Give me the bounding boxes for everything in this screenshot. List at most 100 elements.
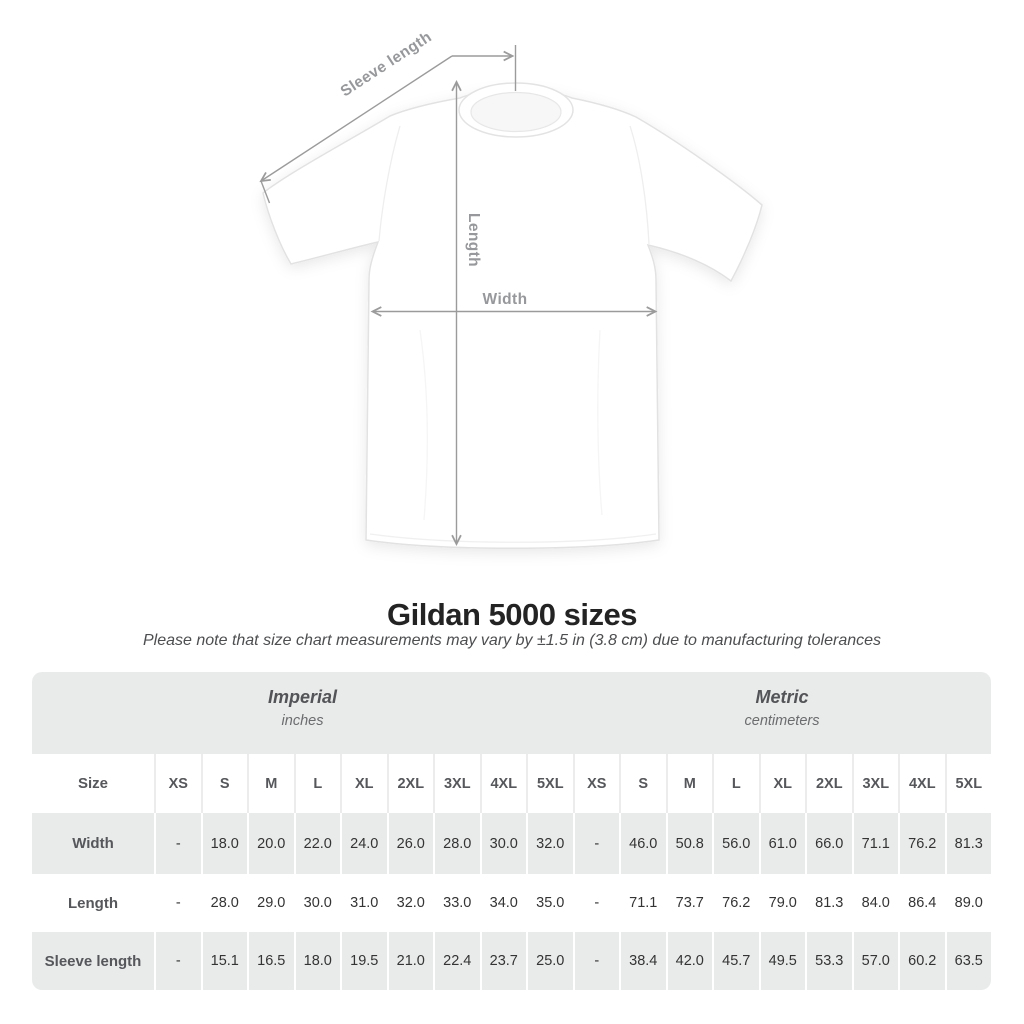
metric-value-cell: 49.5 xyxy=(758,932,806,990)
imperial-label: Imperial xyxy=(267,687,338,707)
tolerance-note: Please note that size chart measurements… xyxy=(142,632,882,649)
imperial-value-cell: 30.0 xyxy=(479,813,527,874)
unit-group-metric: Metric centimeters xyxy=(573,672,991,754)
imperial-value-cell: 16.5 xyxy=(247,932,294,990)
size-col-header-2xl: 2XL xyxy=(386,754,434,813)
dimension-lines xyxy=(261,45,656,544)
imperial-value-cell: 31.0 xyxy=(340,874,387,932)
size-table-body: Size XS S M L XL 2XL 3XL 4XL 5XL XS S M L XL 2XL 3XL 4XL 5… xyxy=(32,754,991,990)
size-col-header-m: M xyxy=(665,754,713,813)
imperial-unit-label: inches xyxy=(281,713,324,729)
metric-value-cell: 71.1 xyxy=(619,874,666,932)
unit-header-row: Imperial inches Metric centimeters xyxy=(32,672,991,754)
metric-value-cell: 86.4 xyxy=(898,874,945,932)
size-col-header-xs: XS xyxy=(572,754,620,813)
metric-value-cell: 76.2 xyxy=(712,874,759,932)
imperial-value-cell: 18.0 xyxy=(293,932,341,990)
imperial-value-cell: 21.0 xyxy=(386,932,434,990)
imperial-value-cell: 23.7 xyxy=(479,932,527,990)
metric-value-cell: 73.7 xyxy=(665,874,713,932)
sleeve-length-arrow xyxy=(261,45,517,204)
tshirt-graphic xyxy=(262,89,763,549)
imperial-value-cell: 19.5 xyxy=(340,932,387,990)
measurement-row-sleeve-length: Sleeve length -15.1 16.5 18.0 19.5 21.0 22.4 23… xyxy=(32,932,991,990)
metric-value-cell: 38.4 xyxy=(619,932,666,990)
collar-inner xyxy=(470,91,562,133)
metric-value-cell: - xyxy=(572,932,620,990)
metric-value-cell: 61.0 xyxy=(758,813,806,874)
size-col-header-3xl: 3XL xyxy=(851,754,899,813)
size-col-header-l: L xyxy=(293,754,341,813)
imperial-value-cell: 32.0 xyxy=(386,874,434,932)
imperial-value-cell: 32.0 xyxy=(526,813,573,874)
size-col-header-xs: XS xyxy=(154,754,201,813)
page-title: Gildan 5000 sizes xyxy=(387,597,637,632)
imperial-value-cell: 20.0 xyxy=(247,813,294,874)
size-col-header-5xl: 5XL xyxy=(944,754,992,813)
imperial-value-cell: 26.0 xyxy=(386,813,434,874)
imperial-value-cell: 15.1 xyxy=(200,932,248,990)
unit-group-imperial: Imperial inches xyxy=(32,672,573,754)
imperial-value-cell: 35.0 xyxy=(526,874,573,932)
imperial-value-cell: 24.0 xyxy=(340,813,387,874)
imperial-value-cell: 28.0 xyxy=(433,813,480,874)
imperial-value-cell: 22.4 xyxy=(433,932,480,990)
width-label: Width xyxy=(483,291,528,308)
metric-unit-label: centimeters xyxy=(744,713,820,729)
metric-value-cell: 60.2 xyxy=(898,932,945,990)
metric-value-cell: - xyxy=(572,813,620,874)
imperial-value-cell: 30.0 xyxy=(293,874,341,932)
size-col-header-xl: XL xyxy=(758,754,806,813)
size-col-header-m: M xyxy=(247,754,294,813)
size-col-header-xl: XL xyxy=(340,754,387,813)
imperial-value-cell: 25.0 xyxy=(526,932,573,990)
measurement-row-length: Length -28.0 29.0 30.0 31.0 32.0 33.0 34.0 35.0-… xyxy=(32,874,991,932)
metric-value-cell: 71.1 xyxy=(851,813,899,874)
size-table: Imperial inches Metric centimeters Size X… xyxy=(32,672,991,990)
imperial-value-cell: - xyxy=(154,874,201,932)
sleeve-length-label: Sleeve length xyxy=(338,29,435,101)
imperial-value-cell: - xyxy=(154,932,201,990)
tshirt-measurement-diagram: Sleeve length Length Width xyxy=(0,29,763,549)
size-col-header-5xl: 5XL xyxy=(526,754,573,813)
imperial-value-cell: - xyxy=(154,813,201,874)
size-col-header-s: S xyxy=(619,754,666,813)
imperial-value-cell: 34.0 xyxy=(479,874,527,932)
size-col-header-2xl: 2XL xyxy=(805,754,852,813)
metric-value-cell: 45.7 xyxy=(712,932,759,990)
measurement-row-width: Width -18.0 20.0 22.0 24.0 26.0 28.0 30.0 32.0-4… xyxy=(32,813,991,874)
metric-value-cell: 63.5 xyxy=(944,932,992,990)
row-label: Length xyxy=(68,894,118,912)
size-col-header-4xl: 4XL xyxy=(479,754,527,813)
size-col-header-l: L xyxy=(712,754,759,813)
length-label: Length xyxy=(465,213,482,267)
size-header-cell: Size xyxy=(77,775,108,792)
imperial-value-cell: 22.0 xyxy=(293,813,341,874)
metric-value-cell: 66.0 xyxy=(805,813,852,874)
metric-value-cell: 89.0 xyxy=(944,874,992,932)
imperial-value-cell: 28.0 xyxy=(200,874,248,932)
size-col-header-3xl: 3XL xyxy=(433,754,480,813)
metric-value-cell: - xyxy=(572,874,620,932)
metric-value-cell: 56.0 xyxy=(712,813,759,874)
metric-value-cell: 81.3 xyxy=(944,813,992,874)
metric-value-cell: 76.2 xyxy=(898,813,945,874)
row-label: Width xyxy=(72,835,114,852)
size-col-header-s: S xyxy=(200,754,248,813)
metric-value-cell: 81.3 xyxy=(805,874,852,932)
metric-value-cell: 42.0 xyxy=(665,932,713,990)
metric-value-cell: 79.0 xyxy=(758,874,806,932)
tshirt-seams xyxy=(369,125,657,543)
imperial-value-cell: 33.0 xyxy=(433,874,480,932)
metric-value-cell: 53.3 xyxy=(805,932,852,990)
metric-value-cell: 50.8 xyxy=(665,813,713,874)
imperial-value-cell: 18.0 xyxy=(200,813,248,874)
metric-value-cell: 46.0 xyxy=(619,813,666,874)
metric-label: Metric xyxy=(755,687,809,707)
metric-value-cell: 57.0 xyxy=(851,932,899,990)
metric-value-cell: 84.0 xyxy=(851,874,899,932)
size-header-row: Size XS S M L XL 2XL 3XL 4XL 5XL XS S M L XL 2XL 3XL 4XL 5… xyxy=(32,754,991,813)
size-col-header-4xl: 4XL xyxy=(898,754,945,813)
row-label: Sleeve length xyxy=(44,952,142,970)
